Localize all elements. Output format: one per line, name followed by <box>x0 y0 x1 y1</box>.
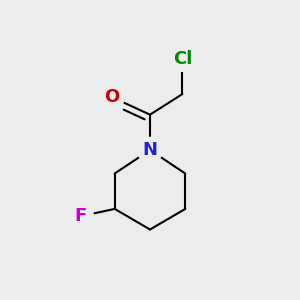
Text: O: O <box>104 88 119 106</box>
Text: N: N <box>142 141 158 159</box>
Text: F: F <box>75 207 87 225</box>
Circle shape <box>170 46 195 71</box>
Text: Cl: Cl <box>173 50 192 68</box>
Circle shape <box>137 137 163 163</box>
Circle shape <box>99 84 124 110</box>
Circle shape <box>68 204 93 229</box>
